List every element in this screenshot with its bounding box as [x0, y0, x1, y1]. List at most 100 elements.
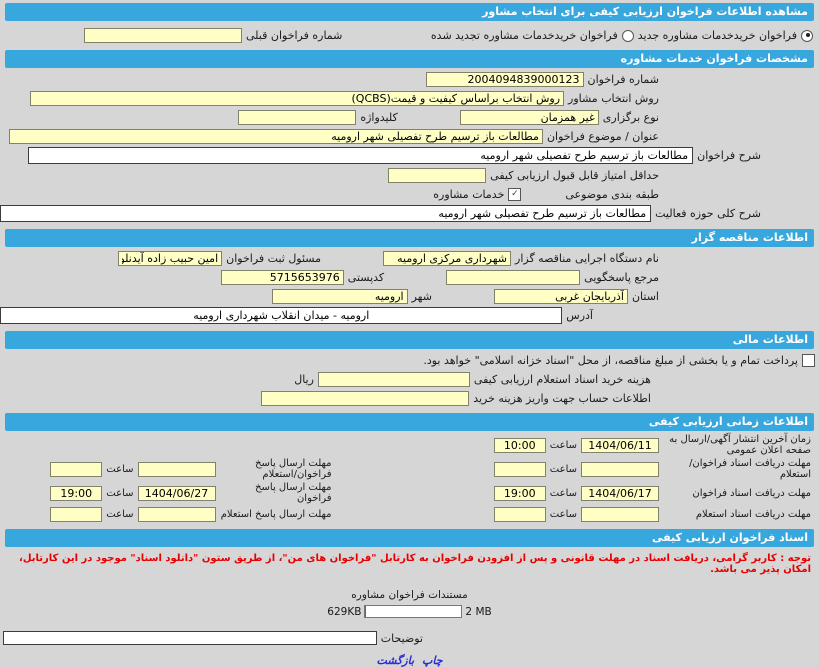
scope-label: شرح کلی حوزه فعالیت	[655, 207, 761, 220]
call-number-input[interactable]	[426, 72, 584, 87]
account-label: اطلاعات حساب جهت واریز هزینه خرید	[473, 392, 651, 405]
account-row: اطلاعات حساب جهت واریز هزینه خرید	[0, 390, 819, 406]
contact-row: مرجع پاسخگویی کدپستی	[0, 269, 819, 285]
receive-docs-inquiry-cell: مهلت دریافت اسناد استعلام ساعت	[410, 506, 819, 522]
receive-docs-call-cell: مهلت دریافت اسناد فراخوان ساعت	[410, 482, 819, 504]
publish-deadline-cell: زمان آخرین انتشار آگهی/ارسال به صفحه اعل…	[410, 434, 819, 456]
registrar-input[interactable]	[118, 251, 222, 266]
publish-deadline-time-input[interactable]	[494, 438, 546, 453]
previous-call-number-label: شماره فراخوان قبلی	[246, 29, 342, 42]
province-row: استان شهر	[0, 288, 819, 304]
province-label: استان	[632, 290, 659, 303]
send-response-call-inquiry-time-input[interactable]	[50, 462, 102, 477]
receive-docs-call-inquiry-cell: مهلت دریافت اسناد فراخوان/استعلام ساعت	[410, 458, 819, 480]
tenderer-section-header: اطلاعات مناقصه گزار	[5, 229, 814, 247]
category-row: طبقه بندی موضوعی ✓ خدمات مشاوره	[0, 186, 819, 202]
doc-cost-label: هزینه خرید اسناد استعلام ارزیابی کیفی	[474, 373, 651, 386]
receive-docs-inquiry-time-input[interactable]	[494, 507, 546, 522]
print-link[interactable]: چاپ	[422, 654, 443, 667]
postal-code-input[interactable]	[221, 270, 344, 285]
upload-progress-row: 629KB 2 MB	[0, 605, 819, 618]
call-type-options: فراخوان خریدخدمات مشاوره جدید فراخوان خر…	[431, 29, 813, 42]
doc-cost-input[interactable]	[318, 372, 470, 387]
description-label: شرح فراخوان	[697, 149, 761, 162]
selection-method-label: روش انتخاب مشاور	[568, 92, 659, 105]
send-response-call-inquiry-label: مهلت ارسال پاسخ فراخوان/استعلام	[220, 458, 332, 480]
comments-label: توضیحات	[381, 632, 423, 645]
back-link[interactable]: بازگشت	[376, 654, 414, 667]
holding-type-input[interactable]	[460, 110, 599, 125]
attachments-label: مستندات فراخوان مشاوره	[0, 589, 819, 601]
holding-type-row: نوع برگزاری کلیدواژه	[0, 109, 819, 125]
send-response-call-time-input[interactable]	[50, 486, 102, 501]
province-input[interactable]	[494, 289, 628, 304]
empty-cell	[0, 434, 410, 456]
previous-call-number-group: شماره فراخوان قبلی	[84, 28, 342, 43]
send-response-inquiry-time-input[interactable]	[50, 507, 102, 522]
registrar-label: مسئول ثبت فراخوان	[226, 252, 321, 265]
upload-progress-fill	[365, 606, 366, 618]
treasury-row: پرداخت تمام و یا بخشی از مبلغ مناقصه، از…	[0, 352, 819, 368]
hour-label: ساعت	[550, 440, 577, 451]
max-size-label: 2 MB	[465, 606, 491, 618]
send-response-call-inquiry-date-input[interactable]	[138, 462, 216, 477]
comments-row: توضیحات	[0, 630, 819, 646]
receive-docs-call-inquiry-date-input[interactable]	[581, 462, 659, 477]
description-input[interactable]	[28, 147, 693, 164]
city-label: شهر	[412, 290, 432, 303]
footer-links: چاپ بازگشت	[0, 654, 819, 667]
radio-new-call-label: فراخوان خریدخدمات مشاوره جدید	[638, 29, 797, 42]
send-response-inquiry-date-input[interactable]	[138, 507, 216, 522]
currency-label: ریال	[294, 373, 314, 386]
treasury-note-label: پرداخت تمام و یا بخشی از مبلغ مناقصه، از…	[423, 354, 798, 367]
doc-cost-row: هزینه خرید اسناد استعلام ارزیابی کیفی ری…	[0, 371, 819, 387]
holding-type-label: نوع برگزاری	[603, 111, 659, 124]
financial-section-header: اطلاعات مالی	[5, 331, 814, 349]
treasury-checkbox[interactable]	[802, 354, 815, 367]
keyword-input[interactable]	[238, 110, 356, 125]
category-label: طبقه بندی موضوعی	[565, 188, 659, 201]
hour-label: ساعت	[550, 509, 577, 520]
address-input[interactable]	[0, 307, 562, 324]
subject-input[interactable]	[9, 129, 543, 144]
scope-input[interactable]	[0, 205, 651, 222]
agency-label: نام دستگاه اجرایی مناقصه گزار	[515, 252, 659, 265]
send-response-call-inquiry-cell: مهلت ارسال پاسخ فراخوان/استعلام ساعت	[0, 458, 410, 480]
publish-deadline-label: زمان آخرین انتشار آگهی/ارسال به صفحه اعل…	[663, 434, 811, 456]
comments-input[interactable]	[3, 631, 377, 645]
hour-label: ساعت	[106, 509, 133, 520]
scope-row: شرح کلی حوزه فعالیت	[0, 205, 819, 222]
radio-new-call[interactable]	[801, 30, 813, 42]
call-number-row: شماره فراخوان	[0, 71, 819, 87]
schedule-grid: زمان آخرین انتشار آگهی/ارسال به صفحه اعل…	[0, 434, 819, 522]
send-response-call-label: مهلت ارسال پاسخ فراخوان	[220, 482, 332, 504]
hour-label: ساعت	[550, 464, 577, 475]
hour-label: ساعت	[106, 464, 133, 475]
city-input[interactable]	[272, 289, 408, 304]
selection-method-row: روش انتخاب مشاور	[0, 90, 819, 106]
min-score-row: حداقل امتیاز قابل قبول ارزیابی کیفی	[0, 167, 819, 183]
receive-docs-call-inquiry-time-input[interactable]	[494, 462, 546, 477]
receive-docs-inquiry-date-input[interactable]	[581, 507, 659, 522]
send-response-call-date-input[interactable]	[138, 486, 216, 501]
min-score-input[interactable]	[388, 168, 486, 183]
agency-row: نام دستگاه اجرایی مناقصه گزار مسئول ثبت …	[0, 250, 819, 266]
category-value-label: خدمات مشاوره	[433, 188, 504, 201]
contact-input[interactable]	[446, 270, 580, 285]
address-label: آدرس	[566, 309, 593, 322]
receive-docs-call-time-input[interactable]	[494, 486, 546, 501]
category-checkbox[interactable]: ✓	[508, 188, 521, 201]
publish-deadline-date-input[interactable]	[581, 438, 659, 453]
page: مشاهده اطلاعات فراخوان ارزیابی کیفی برای…	[0, 3, 819, 578]
send-response-inquiry-cell: مهلت ارسال پاسخ استعلام ساعت	[0, 506, 410, 522]
account-input[interactable]	[261, 391, 469, 406]
previous-call-number-input[interactable]	[84, 28, 242, 43]
selection-method-input[interactable]	[30, 91, 564, 106]
contact-label: مرجع پاسخگویی	[584, 271, 659, 284]
receive-docs-call-date-input[interactable]	[581, 486, 659, 501]
radio-renewed-call[interactable]	[622, 30, 634, 42]
agency-input[interactable]	[383, 251, 511, 266]
schedule-section-header: اطلاعات زمانی ارزیابی کیفی	[5, 413, 814, 431]
upload-progress-bar	[364, 605, 462, 618]
description-row: شرح فراخوان	[0, 147, 819, 164]
